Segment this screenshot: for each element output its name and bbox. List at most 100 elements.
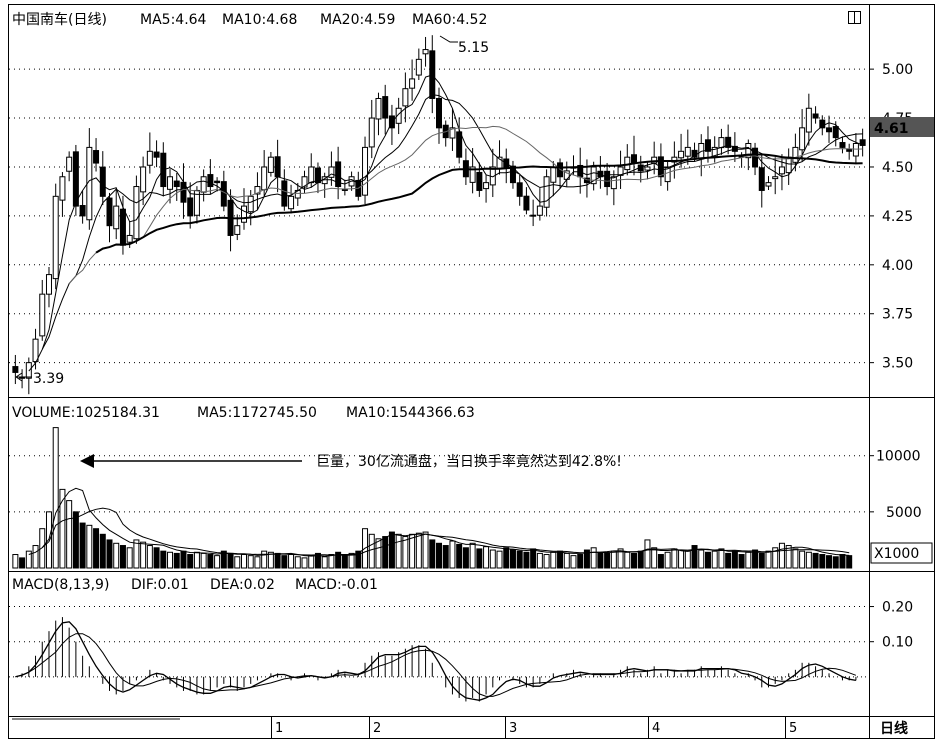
candle-up <box>52 195 59 280</box>
candle-down <box>523 195 530 211</box>
macd-tick-label: 0.20 <box>882 600 913 616</box>
volume-bar <box>731 550 738 569</box>
candle-up <box>765 182 772 187</box>
candle-down <box>274 156 281 178</box>
volume-tick-label: 5000 <box>886 505 922 521</box>
volume-bar <box>752 549 759 569</box>
volume-bar <box>590 547 597 569</box>
candle-down <box>214 180 221 184</box>
candle-up <box>200 176 207 193</box>
volume-bar <box>563 552 570 569</box>
candle-down <box>12 366 19 373</box>
volume-bar <box>409 533 416 569</box>
volume-bar <box>456 543 463 569</box>
candle-up <box>422 49 429 55</box>
candle-down <box>752 147 759 168</box>
volume-bar <box>328 554 335 569</box>
candle-up <box>375 97 382 120</box>
volume-bar <box>39 528 46 569</box>
volume-bar <box>227 552 234 569</box>
volume-bar <box>577 554 584 569</box>
candle-up <box>409 78 416 89</box>
candle-up <box>247 195 254 213</box>
volume-bar <box>604 552 611 569</box>
volume-bar <box>288 554 295 569</box>
candle-down <box>631 154 638 164</box>
candle-up <box>167 176 174 190</box>
dea-line <box>15 633 857 697</box>
ma5-label: MA5:4.64 <box>140 12 207 28</box>
macd-histogram <box>21 617 857 702</box>
volume-bar <box>167 551 174 569</box>
volume-bar <box>617 548 624 569</box>
month-label: 3 <box>509 721 517 736</box>
volume-bar <box>173 552 180 569</box>
volume-bar <box>146 545 153 569</box>
candle-up <box>644 166 651 171</box>
volume-bar <box>106 539 113 569</box>
ma60-line <box>95 153 863 254</box>
period-label[interactable]: 日线 <box>880 720 908 737</box>
candle-up <box>805 107 812 133</box>
candle-up <box>550 166 557 183</box>
volume-bar <box>19 557 26 569</box>
candle-up <box>395 107 402 124</box>
candle-up <box>543 176 550 208</box>
macd-label: MACD(8,13,9) <box>12 577 109 593</box>
candle-up <box>778 166 785 175</box>
volume-bar <box>234 556 241 569</box>
candle-down <box>99 166 106 197</box>
candle-down <box>758 167 765 191</box>
candle-up <box>745 142 752 159</box>
volume-bar <box>610 550 617 569</box>
candle-up <box>664 166 671 183</box>
price-moving-averages <box>28 74 863 372</box>
volume-bar <box>415 532 422 569</box>
volume-bar <box>489 549 496 569</box>
volume-arrow-icon <box>80 454 94 468</box>
volume-ma10-line <box>41 507 850 556</box>
volume-bar <box>160 550 167 569</box>
candle-up <box>32 338 39 363</box>
volume-bar <box>442 545 449 569</box>
candle-down <box>220 181 227 207</box>
candle-up <box>146 150 153 166</box>
candle-up <box>288 195 295 210</box>
ma20-label: MA20:4.59 <box>320 12 395 28</box>
candle-up <box>852 142 859 157</box>
candle-up <box>483 182 490 190</box>
candle-up <box>45 274 52 295</box>
candle-down <box>826 127 833 133</box>
candle-down <box>530 214 537 217</box>
volume-annotation: 巨量，30亿流通盘，当日换手率竟然达到42.8%! <box>316 453 622 470</box>
candle-down <box>812 113 819 119</box>
macd-value-label: MACD:-0.01 <box>295 577 378 593</box>
volume-bar <box>382 536 389 569</box>
volume-unit-box <box>870 542 933 564</box>
volume-bar <box>274 552 281 569</box>
volume-bar <box>119 545 126 569</box>
volume-bar <box>671 548 678 569</box>
volume-bar <box>86 524 93 569</box>
candle-down <box>456 131 463 158</box>
candle-down <box>516 182 523 197</box>
candle-down <box>509 165 516 184</box>
candle-down <box>187 197 194 217</box>
candle-up <box>240 205 247 223</box>
volume-bar <box>301 557 308 569</box>
volume-bar <box>200 552 207 569</box>
candle-down <box>79 205 86 217</box>
macd-axis: 0.20 0.10 <box>869 600 913 651</box>
volume-bar <box>267 551 274 569</box>
macd-grid <box>9 606 869 678</box>
price-tick-label: 4.50 <box>882 160 913 176</box>
volume-bar <box>314 552 321 569</box>
high-marker-icon <box>439 35 458 43</box>
volume-bar <box>66 500 73 569</box>
candle-down <box>839 142 846 148</box>
candle-up <box>684 146 691 157</box>
volume-bar <box>25 550 32 569</box>
volume-bar <box>462 547 469 569</box>
volume-bar <box>826 555 833 569</box>
